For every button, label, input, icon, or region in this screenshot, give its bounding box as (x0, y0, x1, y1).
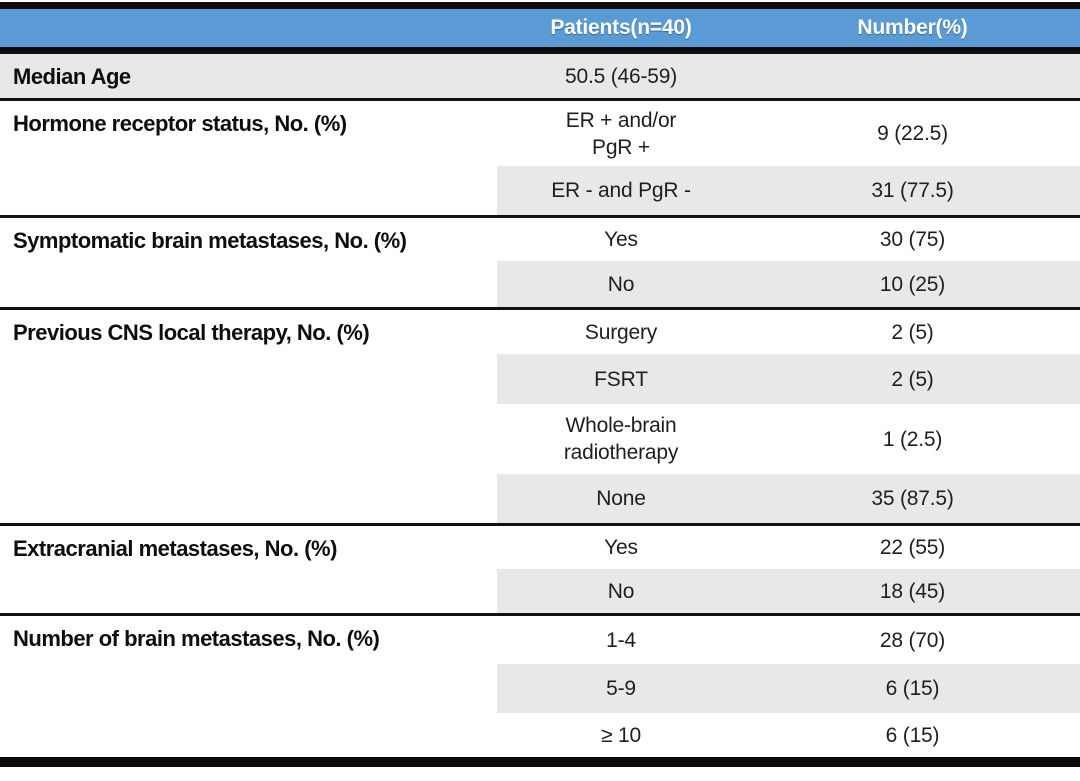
cell-number: 31 (77.5) (871, 179, 954, 202)
cell-number: 22 (55) (879, 536, 946, 559)
cell-patients: 5-9 (606, 677, 636, 700)
cell-patients: 50.5 (46-59) (564, 64, 677, 88)
cell-patients: Whole-brain radiotherapy (563, 414, 679, 464)
row-label-number-of-brain-metastases: Number of brain metastases, No. (%) (13, 626, 380, 651)
section-symptomatic-brain-metastases: Symptomatic brain metastases, No. (%) Ye… (0, 215, 1080, 307)
cell-patients: 1-4 (606, 628, 636, 652)
section-median-age: Median Age 50.5 (46-59) (0, 51, 1080, 98)
section-extracranial-metastases: Extracranial metastases, No. (%) Yes 22 … (0, 523, 1080, 613)
cell-number: 30 (75) (879, 228, 946, 251)
subrows: ER + and/or PgR + 9 (22.5) ER - and PgR … (497, 101, 1080, 215)
cell-number: 28 (70) (879, 628, 946, 652)
table-bottom-rule (0, 757, 1080, 767)
cell-number: 35 (87.5) (871, 487, 954, 510)
cell-number: 10 (25) (879, 272, 946, 296)
table-top-rule (0, 2, 1080, 9)
row-label-median-age: Median Age (13, 64, 131, 89)
row-label-hormone-receptor-status: Hormone receptor status, No. (%) (13, 111, 347, 136)
row-label-extracranial-metastases: Extracranial metastases, No. (%) (13, 536, 337, 561)
subrows: 1-4 28 (70) 5-9 6 (15) ≥ 10 6 (15) (497, 616, 1080, 757)
table-row: Whole-brain radiotherapy 1 (2.5) (497, 404, 1080, 474)
cell-number: 2 (5) (891, 367, 934, 391)
table-row: ER - and PgR - 31 (77.5) (497, 166, 1080, 215)
cell-patients: ≥ 10 (601, 723, 641, 747)
cell-number: 9 (22.5) (877, 122, 948, 145)
table-row: Surgery 2 (5) (497, 310, 1080, 354)
table-row: 50.5 (46-59) (497, 54, 1080, 98)
section-previous-cns-local-therapy: Previous CNS local therapy, No. (%) Surg… (0, 307, 1080, 523)
cell-patients: ER - and PgR - (551, 179, 691, 202)
table-row: Yes 22 (55) (497, 526, 1080, 569)
table-row: ≥ 10 6 (15) (497, 713, 1080, 757)
cell-number: 1 (2.5) (882, 427, 943, 451)
section-number-of-brain-metastases: Number of brain metastases, No. (%) 1-4 … (0, 613, 1080, 757)
cell-number: 6 (15) (885, 677, 940, 700)
table-row: None 35 (87.5) (497, 474, 1080, 523)
table-row: No 18 (45) (497, 569, 1080, 613)
cell-number: 18 (45) (879, 579, 946, 603)
cell-patients: None (596, 487, 646, 510)
header-cell-number: Number(%) (857, 16, 968, 39)
cell-patients: Yes (604, 536, 638, 559)
cell-patients: ER + and/or PgR + (565, 108, 677, 159)
cell-patients: FSRT (594, 367, 648, 391)
subrows: Yes 22 (55) No 18 (45) (497, 526, 1080, 613)
cell-number: 2 (5) (891, 320, 934, 344)
cell-number: 6 (15) (885, 723, 940, 747)
cell-patients: Yes (604, 228, 638, 251)
table-row: ER + and/or PgR + 9 (22.5) (497, 101, 1080, 166)
row-label-previous-cns-local-therapy: Previous CNS local therapy, No. (%) (13, 320, 370, 345)
table-row: No 10 (25) (497, 261, 1080, 307)
table-header-row: Patients(n=40) Number(%) (0, 9, 1080, 51)
section-hormone-receptor-status: Hormone receptor status, No. (%) ER + an… (0, 98, 1080, 215)
table-row: 1-4 28 (70) (497, 616, 1080, 664)
table-row: FSRT 2 (5) (497, 354, 1080, 404)
cell-patients: No (607, 579, 635, 603)
table-row: Yes 30 (75) (497, 218, 1080, 261)
row-label-symptomatic-brain-metastases: Symptomatic brain metastases, No. (%) (13, 228, 407, 253)
subrows: Surgery 2 (5) FSRT 2 (5) Whole-brain rad… (497, 310, 1080, 523)
cell-number (745, 54, 1080, 98)
cell-patients: Surgery (584, 320, 658, 344)
header-cell-patients: Patients(n=40) (550, 16, 692, 39)
subrows: Yes 30 (75) No 10 (25) (497, 218, 1080, 307)
table-row: 5-9 6 (15) (497, 664, 1080, 713)
subrows: 50.5 (46-59) (497, 54, 1080, 98)
cell-patients: No (607, 272, 635, 296)
